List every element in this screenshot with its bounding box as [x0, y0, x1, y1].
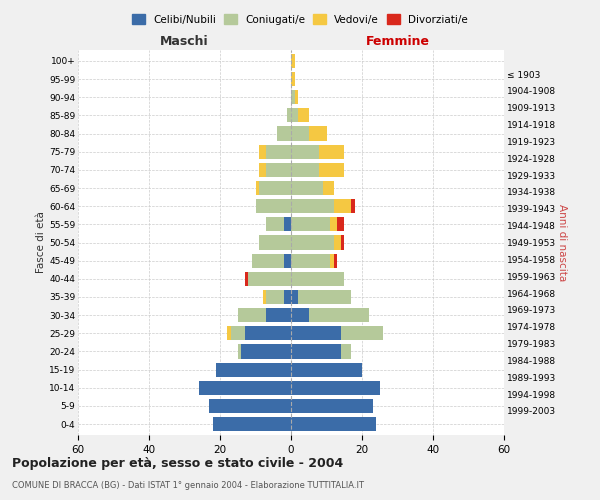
- Bar: [330, 218, 337, 232]
- Bar: [266, 163, 291, 177]
- Bar: [298, 290, 352, 304]
- Bar: [334, 236, 341, 250]
- Bar: [248, 272, 291, 286]
- Bar: [291, 181, 323, 195]
- Bar: [241, 344, 291, 358]
- Bar: [291, 417, 376, 431]
- Bar: [217, 362, 291, 376]
- Bar: [309, 126, 326, 140]
- Y-axis label: Fasce di età: Fasce di età: [36, 212, 46, 274]
- Bar: [291, 199, 334, 214]
- Bar: [309, 308, 369, 322]
- Bar: [245, 272, 248, 286]
- Bar: [291, 90, 295, 104]
- Bar: [323, 181, 334, 195]
- Bar: [245, 326, 291, 340]
- Bar: [291, 399, 373, 413]
- Bar: [319, 163, 344, 177]
- Bar: [230, 326, 245, 340]
- Bar: [266, 218, 284, 232]
- Bar: [284, 290, 291, 304]
- Bar: [352, 199, 355, 214]
- Bar: [284, 218, 291, 232]
- Bar: [334, 254, 337, 268]
- Bar: [209, 399, 291, 413]
- Bar: [263, 290, 266, 304]
- Bar: [256, 199, 291, 214]
- Bar: [266, 308, 291, 322]
- Bar: [291, 218, 330, 232]
- Bar: [291, 308, 309, 322]
- Bar: [277, 126, 291, 140]
- Bar: [341, 236, 344, 250]
- Bar: [319, 144, 344, 159]
- Text: Maschi: Maschi: [160, 35, 209, 48]
- Text: COMUNE DI BRACCA (BG) - Dati ISTAT 1° gennaio 2004 - Elaborazione TUTTITALIA.IT: COMUNE DI BRACCA (BG) - Dati ISTAT 1° ge…: [12, 481, 364, 490]
- Bar: [334, 199, 352, 214]
- Bar: [298, 108, 309, 122]
- Bar: [259, 163, 266, 177]
- Y-axis label: Anni di nascita: Anni di nascita: [557, 204, 567, 281]
- Bar: [291, 272, 344, 286]
- Bar: [341, 344, 352, 358]
- Bar: [291, 236, 334, 250]
- Bar: [227, 326, 230, 340]
- Bar: [238, 344, 241, 358]
- Bar: [259, 236, 291, 250]
- Legend: Celibi/Nubili, Coniugati/e, Vedovi/e, Divorziati/e: Celibi/Nubili, Coniugati/e, Vedovi/e, Di…: [128, 10, 472, 29]
- Bar: [291, 126, 309, 140]
- Bar: [259, 144, 266, 159]
- Bar: [295, 90, 298, 104]
- Bar: [256, 181, 259, 195]
- Bar: [291, 380, 380, 395]
- Text: Femmine: Femmine: [365, 35, 430, 48]
- Bar: [330, 254, 334, 268]
- Bar: [266, 290, 284, 304]
- Bar: [291, 54, 295, 68]
- Bar: [291, 144, 319, 159]
- Bar: [291, 72, 295, 86]
- Bar: [291, 326, 341, 340]
- Bar: [252, 254, 284, 268]
- Bar: [291, 108, 298, 122]
- Bar: [291, 254, 330, 268]
- Bar: [291, 362, 362, 376]
- Bar: [291, 344, 341, 358]
- Bar: [291, 163, 319, 177]
- Bar: [259, 181, 291, 195]
- Bar: [291, 290, 298, 304]
- Bar: [199, 380, 291, 395]
- Text: Popolazione per età, sesso e stato civile - 2004: Popolazione per età, sesso e stato civil…: [12, 458, 343, 470]
- Bar: [213, 417, 291, 431]
- Bar: [284, 254, 291, 268]
- Bar: [287, 108, 291, 122]
- Bar: [238, 308, 266, 322]
- Bar: [341, 326, 383, 340]
- Bar: [266, 144, 291, 159]
- Bar: [337, 218, 344, 232]
